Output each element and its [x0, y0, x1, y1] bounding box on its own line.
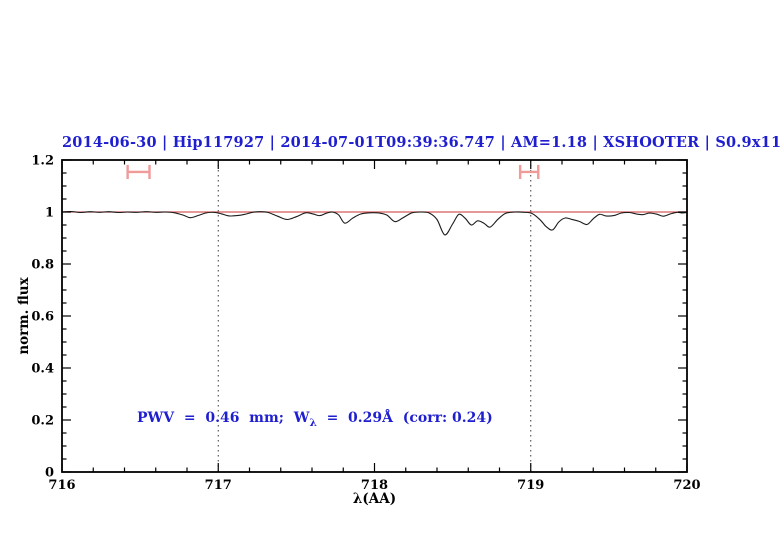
x-tick-label: 720 [673, 478, 700, 493]
pwv-annotation: PWV = 0.46 mm; Wλ = 0.29Å (corr: 0.24) [137, 409, 493, 429]
y-tick-label: 0.8 [31, 258, 54, 273]
pwv-annotation-pre: PWV = 0.46 mm; W [137, 409, 310, 426]
spectrum-line [61, 210, 688, 236]
y-tick-label: 1.2 [31, 154, 54, 169]
pwv-annotation-sub: λ [309, 416, 317, 429]
y-tick-label: 0.2 [31, 414, 54, 429]
y-tick-label: 0.6 [31, 310, 54, 325]
x-tick-label: 716 [48, 478, 75, 493]
x-tick-label: 719 [517, 478, 544, 493]
x-tick-label: 717 [205, 478, 232, 493]
x-axis-label: λ(AA) [352, 491, 397, 507]
y-tick-label: 1 [45, 206, 54, 221]
y-axis-label: norm. flux [16, 277, 32, 355]
y-tick-label: 0 [45, 466, 54, 481]
pwv-annotation-post: = 0.29Å (corr: 0.24) [316, 409, 493, 426]
x-tick-label: 718 [361, 478, 388, 493]
y-tick-label: 0.4 [31, 362, 54, 377]
plot-title: 2014-06-30 | Hip117927 | 2014-07-01T09:3… [62, 134, 782, 151]
